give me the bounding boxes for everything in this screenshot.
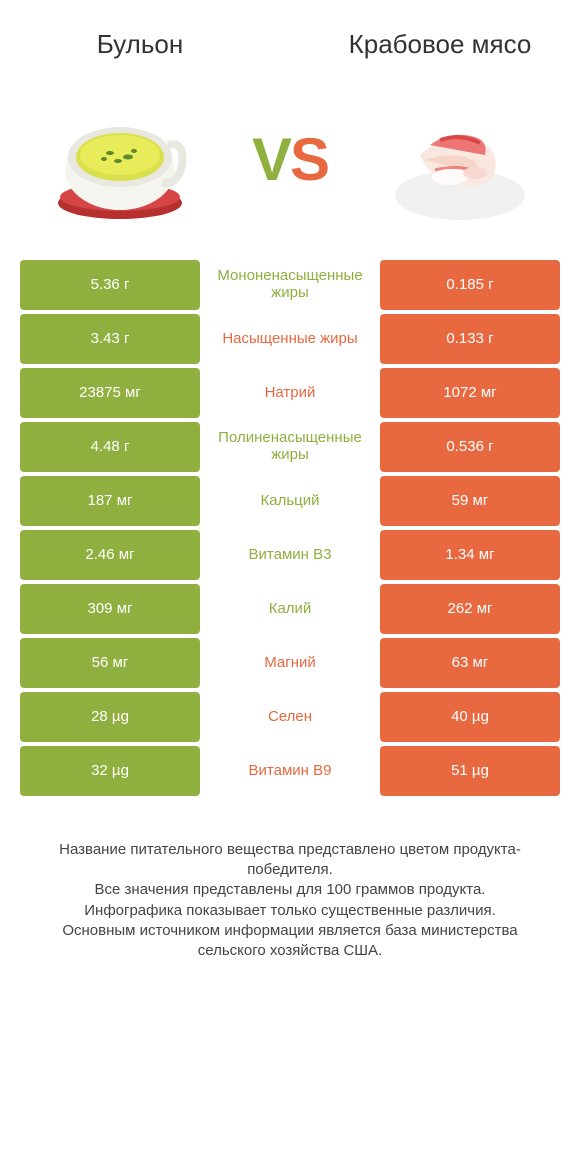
table-row: 309 мгКалий262 мг bbox=[20, 584, 560, 634]
right-value: 63 мг bbox=[380, 638, 560, 688]
nutrient-label: Кальций bbox=[200, 476, 380, 526]
table-row: 5.36 гМононенасыщенные жиры0.185 г bbox=[20, 260, 560, 310]
crab-image bbox=[370, 80, 550, 240]
nutrient-label: Натрий bbox=[200, 368, 380, 418]
right-value: 0.133 г bbox=[380, 314, 560, 364]
left-value: 28 µg bbox=[20, 692, 200, 742]
nutrient-label: Витамин B3 bbox=[200, 530, 380, 580]
vs-s: S bbox=[290, 126, 328, 193]
right-value: 0.536 г bbox=[380, 422, 560, 472]
vs-label: VS bbox=[252, 125, 328, 194]
left-value: 2.46 мг bbox=[20, 530, 200, 580]
table-row: 2.46 мгВитамин B31.34 мг bbox=[20, 530, 560, 580]
left-title: Бульон bbox=[40, 30, 240, 60]
left-value: 4.48 г bbox=[20, 422, 200, 472]
right-value: 59 мг bbox=[380, 476, 560, 526]
table-row: 32 µgВитамин B951 µg bbox=[20, 746, 560, 796]
header: Бульон Крабовое мясо bbox=[0, 0, 580, 70]
right-title: Крабовое мясо bbox=[340, 30, 540, 60]
left-value: 23875 мг bbox=[20, 368, 200, 418]
right-value: 0.185 г bbox=[380, 260, 560, 310]
footer-line-3: Инфографика показывает только существенн… bbox=[30, 901, 550, 921]
nutrient-label: Калий bbox=[200, 584, 380, 634]
images-row: VS bbox=[0, 70, 580, 260]
table-row: 23875 мгНатрий1072 мг bbox=[20, 368, 560, 418]
broth-image bbox=[30, 80, 210, 240]
left-value: 56 мг bbox=[20, 638, 200, 688]
footer-line-2: Все значения представлены для 100 граммо… bbox=[30, 880, 550, 900]
table-row: 3.43 гНасыщенные жиры0.133 г bbox=[20, 314, 560, 364]
comparison-table: 5.36 гМононенасыщенные жиры0.185 г3.43 г… bbox=[0, 260, 580, 796]
nutrient-label: Магний bbox=[200, 638, 380, 688]
left-value: 309 мг bbox=[20, 584, 200, 634]
table-row: 28 µgСелен40 µg bbox=[20, 692, 560, 742]
left-value: 3.43 г bbox=[20, 314, 200, 364]
nutrient-label: Полиненасыщенные жиры bbox=[200, 422, 380, 472]
vs-v: V bbox=[252, 126, 290, 193]
table-row: 187 мгКальций59 мг bbox=[20, 476, 560, 526]
left-value: 187 мг bbox=[20, 476, 200, 526]
table-row: 56 мгМагний63 мг bbox=[20, 638, 560, 688]
left-value: 5.36 г bbox=[20, 260, 200, 310]
right-value: 40 µg bbox=[380, 692, 560, 742]
right-value: 262 мг bbox=[380, 584, 560, 634]
nutrient-label: Мононенасыщенные жиры bbox=[200, 260, 380, 310]
left-value: 32 µg bbox=[20, 746, 200, 796]
footer: Название питательного вещества представл… bbox=[0, 800, 580, 962]
nutrient-label: Витамин B9 bbox=[200, 746, 380, 796]
right-value: 51 µg bbox=[380, 746, 560, 796]
nutrient-label: Селен bbox=[200, 692, 380, 742]
table-row: 4.48 гПолиненасыщенные жиры0.536 г bbox=[20, 422, 560, 472]
nutrient-label: Насыщенные жиры bbox=[200, 314, 380, 364]
right-value: 1072 мг bbox=[380, 368, 560, 418]
footer-line-1: Название питательного вещества представл… bbox=[30, 840, 550, 881]
footer-line-4: Основным источником информации является … bbox=[30, 921, 550, 962]
right-value: 1.34 мг bbox=[380, 530, 560, 580]
